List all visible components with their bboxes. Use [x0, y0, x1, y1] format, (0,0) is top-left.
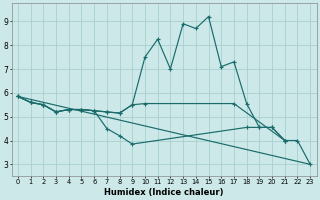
- X-axis label: Humidex (Indice chaleur): Humidex (Indice chaleur): [104, 188, 224, 197]
